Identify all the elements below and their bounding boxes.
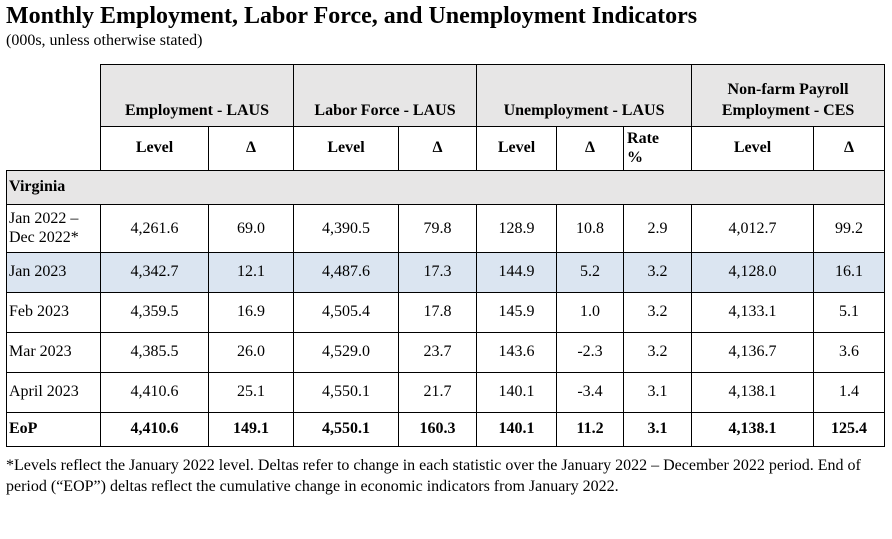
table-row: Mar 2023 4,385.5 26.0 4,529.0 23.7 143.6…: [6, 331, 886, 373]
column-header-level: Level: [691, 125, 815, 171]
group-header-nonfarm-payroll-ces: Non-farm Payroll Employment - CES: [691, 63, 886, 127]
value-cell: 4,550.1: [293, 371, 400, 413]
column-header-delta: Δ: [398, 125, 478, 171]
value-cell: 17.8: [398, 291, 478, 333]
value-cell: 16.1: [813, 251, 886, 293]
value-cell: 4,410.6: [100, 371, 209, 413]
value-cell: 4,342.7: [100, 251, 209, 293]
value-cell: 3.2: [623, 251, 693, 293]
row-label: April 2023: [6, 371, 101, 413]
footnote-text: *Levels reflect the January 2022 level. …: [6, 456, 861, 496]
page-title: Monthly Employment, Labor Force, and Une…: [6, 3, 698, 29]
row-label: EoP: [6, 411, 101, 447]
value-cell: 4,136.7: [691, 331, 815, 373]
value-cell: 3.6: [813, 331, 886, 373]
group-header-unemployment-laus: Unemployment - LAUS: [476, 63, 693, 127]
value-cell: 4,359.5: [100, 291, 209, 333]
column-header-delta: Δ: [813, 125, 886, 171]
value-cell: 11.2: [556, 411, 625, 447]
row-label: Mar 2023: [6, 331, 101, 373]
value-cell: 3.2: [623, 331, 693, 373]
table-row: April 2023 4,410.6 25.1 4,550.1 21.7 140…: [6, 371, 886, 413]
value-cell: 26.0: [207, 331, 295, 373]
value-cell: 99.2: [813, 203, 886, 253]
value-cell: 4,138.1: [691, 371, 815, 413]
column-header-row: Level Δ Level Δ Level Δ Rate % Level Δ: [6, 125, 886, 171]
table-row: Jan 2022 – Dec 2022* 4,261.6 69.0 4,390.…: [6, 203, 886, 253]
value-cell: 4,550.1: [293, 411, 400, 447]
value-cell: 2.9: [623, 203, 693, 253]
value-cell: 4,261.6: [100, 203, 209, 253]
column-header-level: Level: [293, 125, 400, 171]
value-cell: 3.2: [623, 291, 693, 333]
indicators-table: Employment - LAUS Labor Force - LAUS Une…: [5, 63, 886, 447]
value-cell: 1.4: [813, 371, 886, 413]
row-label: Jan 2022 – Dec 2022*: [6, 203, 101, 253]
column-header-level: Level: [476, 125, 558, 171]
table-row-eop: EoP 4,410.6 149.1 4,550.1 160.3 140.1 11…: [6, 411, 886, 447]
value-cell: 23.7: [398, 331, 478, 373]
blank-corner-cell: [6, 126, 101, 171]
row-label: Feb 2023: [6, 291, 101, 333]
value-cell: 4,487.6: [293, 251, 400, 293]
value-cell: 5.2: [556, 251, 625, 293]
value-cell: -2.3: [556, 331, 625, 373]
value-cell: 17.3: [398, 251, 478, 293]
column-header-delta: Δ: [207, 125, 295, 171]
value-cell: 144.9: [476, 251, 558, 293]
value-cell: 69.0: [207, 203, 295, 253]
value-cell: 3.1: [623, 371, 693, 413]
row-label: Jan 2023: [6, 251, 101, 293]
value-cell: 145.9: [476, 291, 558, 333]
column-header-delta: Δ: [556, 125, 625, 171]
blank-corner-cell: [6, 64, 101, 127]
group-header-labor-force-laus: Labor Force - LAUS: [293, 63, 478, 127]
value-cell: 5.1: [813, 291, 886, 333]
region-header: Virginia: [5, 169, 886, 205]
value-cell: 16.9: [207, 291, 295, 333]
value-cell: 125.4: [813, 411, 886, 447]
column-header-level: Level: [100, 125, 209, 171]
table-row-highlighted: Jan 2023 4,342.7 12.1 4,487.6 17.3 144.9…: [6, 251, 886, 293]
value-cell: 21.7: [398, 371, 478, 413]
value-cell: -3.4: [556, 371, 625, 413]
table-row: Feb 2023 4,359.5 16.9 4,505.4 17.8 145.9…: [6, 291, 886, 333]
group-header-employment-laus: Employment - LAUS: [99, 63, 295, 127]
value-cell: 79.8: [398, 203, 478, 253]
value-cell: 4,385.5: [100, 331, 209, 373]
value-cell: 25.1: [207, 371, 295, 413]
value-cell: 149.1: [207, 411, 295, 447]
value-cell: 4,133.1: [691, 291, 815, 333]
value-cell: 1.0: [556, 291, 625, 333]
value-cell: 3.1: [623, 411, 693, 447]
region-header-row: Virginia: [5, 169, 886, 205]
value-cell: 4,138.1: [691, 411, 815, 447]
value-cell: 4,505.4: [293, 291, 400, 333]
value-cell: 4,529.0: [293, 331, 400, 373]
value-cell: 140.1: [476, 411, 558, 447]
value-cell: 128.9: [476, 203, 558, 253]
group-header-row: Employment - LAUS Labor Force - LAUS Une…: [6, 63, 886, 127]
value-cell: 12.1: [207, 251, 295, 293]
value-cell: 140.1: [476, 371, 558, 413]
value-cell: 4,410.6: [100, 411, 209, 447]
page-subtitle: (000s, unless otherwise stated): [6, 31, 203, 49]
column-header-rate-percent: Rate %: [623, 125, 693, 171]
value-cell: 4,390.5: [293, 203, 400, 253]
rate-percent-label: Rate %: [627, 130, 659, 167]
value-cell: 160.3: [398, 411, 478, 447]
value-cell: 4,128.0: [691, 251, 815, 293]
value-cell: 10.8: [556, 203, 625, 253]
value-cell: 4,012.7: [691, 203, 815, 253]
value-cell: 143.6: [476, 331, 558, 373]
